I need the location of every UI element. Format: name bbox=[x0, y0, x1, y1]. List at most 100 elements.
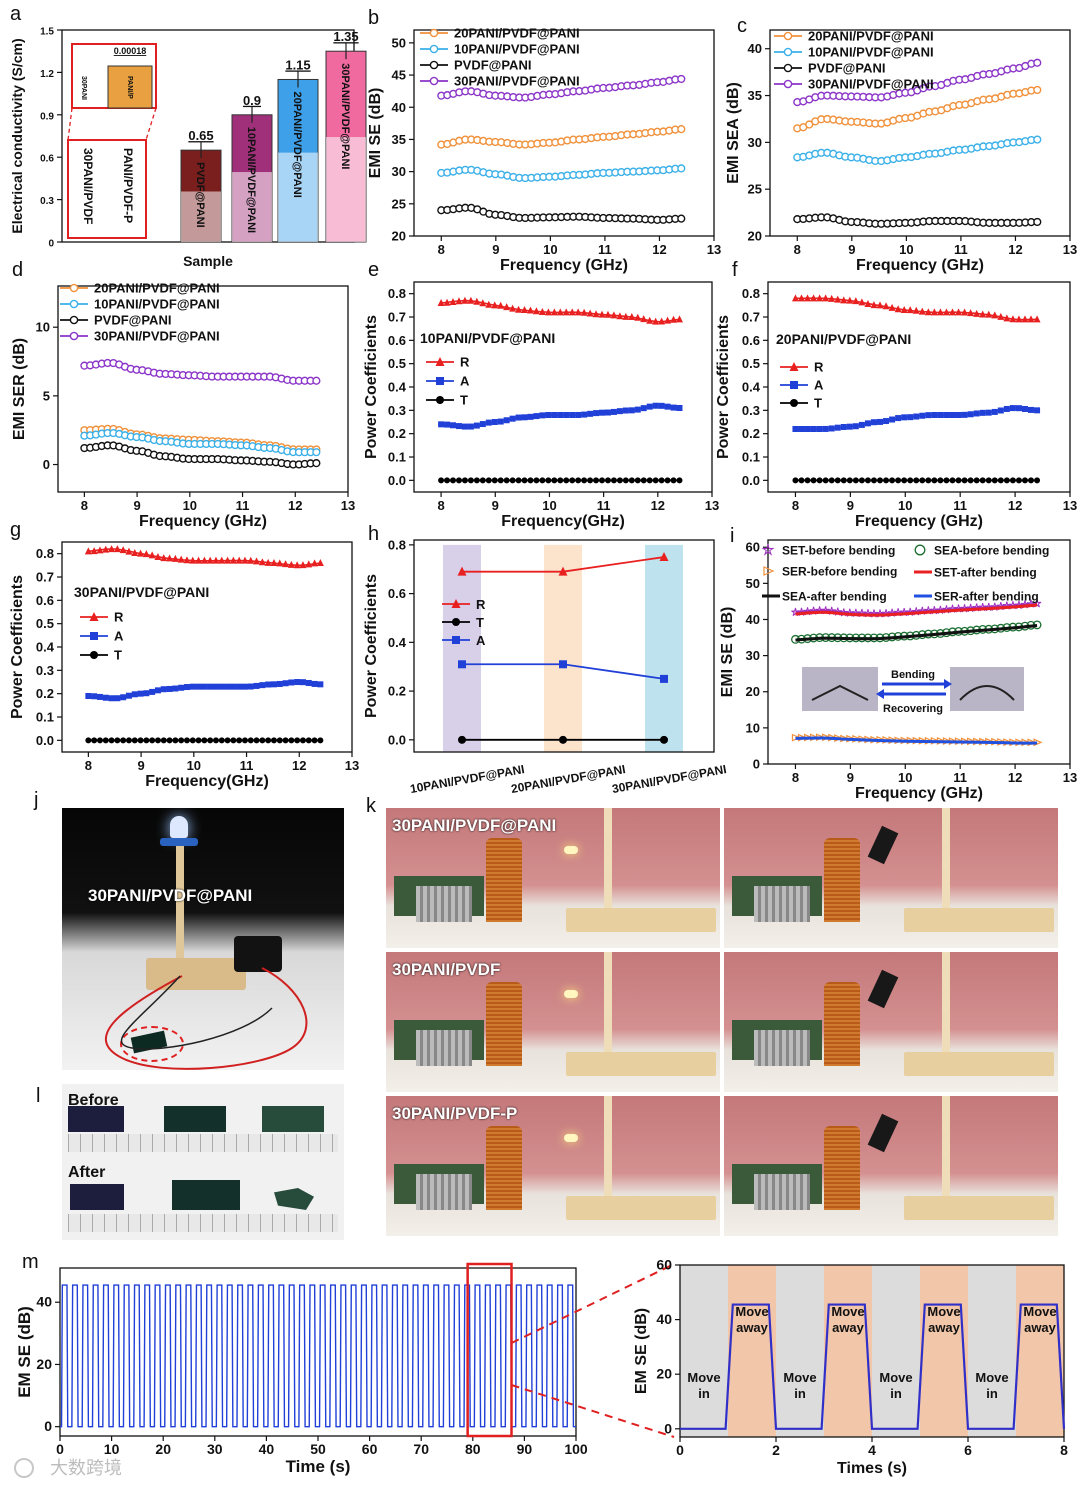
e-marker bbox=[593, 410, 600, 417]
f-marker bbox=[949, 477, 956, 484]
g-marker bbox=[166, 554, 174, 562]
a-zoom-category: PANI/PVDF-P bbox=[121, 148, 135, 223]
g-marker bbox=[212, 556, 220, 564]
g-marker bbox=[102, 545, 110, 553]
a-inset-connector bbox=[67, 107, 73, 141]
f-marker bbox=[942, 308, 950, 316]
f-marker bbox=[889, 477, 896, 484]
e-marker bbox=[551, 412, 558, 418]
e-xtick-label: 10 bbox=[542, 498, 556, 513]
f-marker bbox=[883, 477, 890, 484]
h-legend-marker bbox=[452, 618, 460, 626]
photo-j-led-circuit: 30PANI/PVDF@PANI bbox=[62, 808, 344, 1070]
d-xtick-label: 13 bbox=[341, 498, 355, 513]
g-marker bbox=[108, 545, 116, 553]
f-marker bbox=[1021, 315, 1029, 323]
g-marker bbox=[119, 546, 127, 554]
f-marker bbox=[901, 414, 908, 421]
i-legend-marker bbox=[761, 542, 775, 556]
e-marker bbox=[438, 477, 445, 484]
e-marker bbox=[616, 408, 623, 415]
g-marker bbox=[195, 556, 203, 564]
g-xtick-label: 11 bbox=[240, 758, 254, 773]
g-marker bbox=[131, 549, 139, 557]
chart-i: 8 9 10 11 12 13 0 10 20 30 40 50 60 Frequency (GHz) EM… bbox=[719, 539, 1077, 802]
f-marker bbox=[840, 423, 847, 430]
b-xtick-label: 13 bbox=[707, 242, 721, 257]
photo-l-before-label: Before bbox=[68, 1092, 119, 1109]
f-marker bbox=[979, 310, 987, 318]
g-marker bbox=[120, 694, 127, 701]
g-marker bbox=[102, 694, 109, 701]
g-marker bbox=[253, 737, 260, 744]
panel-letter-d: d bbox=[12, 259, 23, 281]
e-marker bbox=[610, 477, 617, 484]
h-axes-frame bbox=[413, 539, 715, 753]
g-marker bbox=[131, 737, 138, 744]
f-marker bbox=[846, 296, 854, 304]
f-legend-marker bbox=[790, 399, 798, 407]
g-marker bbox=[259, 737, 266, 744]
panel-letter-b: b bbox=[368, 7, 379, 29]
panel-letter-j: j bbox=[33, 789, 38, 811]
f-marker bbox=[979, 409, 986, 416]
i-legend-marker bbox=[914, 544, 926, 556]
f-marker bbox=[810, 294, 818, 302]
f-legend-label: R bbox=[814, 360, 824, 375]
c-xtick-label: 9 bbox=[848, 242, 855, 257]
i-legend-label: SET-before bending bbox=[782, 544, 895, 558]
e-marker bbox=[593, 477, 600, 484]
f-marker bbox=[991, 311, 999, 319]
a-ytick-label: 0.6 bbox=[40, 154, 54, 165]
c-legend-marker bbox=[783, 79, 793, 89]
f-marker bbox=[877, 477, 884, 484]
g-marker bbox=[142, 550, 150, 558]
e-legend-marker bbox=[436, 377, 444, 385]
f-marker bbox=[797, 294, 805, 302]
m2-band bbox=[824, 1265, 872, 1437]
i-inset-arrowhead bbox=[944, 679, 952, 689]
e-marker bbox=[491, 477, 498, 484]
f-marker bbox=[792, 477, 799, 484]
i-xtick-label: 10 bbox=[898, 770, 912, 785]
f-marker bbox=[931, 412, 938, 418]
g-marker bbox=[311, 559, 319, 567]
h-band bbox=[645, 544, 683, 752]
e-marker bbox=[509, 415, 516, 422]
c-marker bbox=[1033, 217, 1042, 227]
h-marker bbox=[458, 660, 466, 669]
e-marker bbox=[652, 317, 660, 325]
f-marker bbox=[997, 312, 1005, 320]
g-marker bbox=[258, 558, 266, 566]
g-ytick-label: 0.4 bbox=[36, 640, 55, 655]
f-ytick-label: 0.7 bbox=[742, 310, 760, 325]
d-ytick-label: 0 bbox=[43, 457, 50, 472]
e-marker bbox=[533, 477, 540, 484]
b-xtick-label: 11 bbox=[598, 242, 612, 257]
g-marker bbox=[172, 737, 179, 744]
e-xlabel: Frequency(GHz) bbox=[501, 513, 625, 530]
f-annotation: 20PANI/PVDF@PANI bbox=[776, 331, 911, 347]
c-marker bbox=[1033, 85, 1042, 95]
panel-letter-g: g bbox=[10, 519, 21, 541]
m2-ytick-label: 0 bbox=[664, 1420, 672, 1436]
a-ytick-label: 0.9 bbox=[40, 111, 54, 122]
i-xlabel: Frequency (GHz) bbox=[855, 785, 983, 802]
f-marker bbox=[985, 477, 992, 484]
f-marker bbox=[919, 412, 926, 419]
g-marker bbox=[317, 681, 324, 688]
e-marker bbox=[586, 309, 594, 317]
f-marker bbox=[1003, 314, 1011, 322]
f-marker bbox=[997, 407, 1004, 414]
b-marker bbox=[677, 125, 686, 134]
b-xtick-label: 8 bbox=[438, 242, 445, 257]
c-xtick-label: 13 bbox=[1063, 242, 1077, 257]
a-category-label: 10PANI/PVDF@PANI bbox=[245, 127, 257, 233]
f-marker bbox=[931, 477, 938, 484]
e-marker bbox=[557, 477, 564, 484]
e-marker bbox=[574, 308, 582, 316]
b-legend-marker bbox=[429, 28, 439, 38]
h-marker bbox=[659, 552, 669, 562]
f-marker bbox=[822, 477, 829, 484]
b-legend-marker bbox=[429, 60, 439, 70]
